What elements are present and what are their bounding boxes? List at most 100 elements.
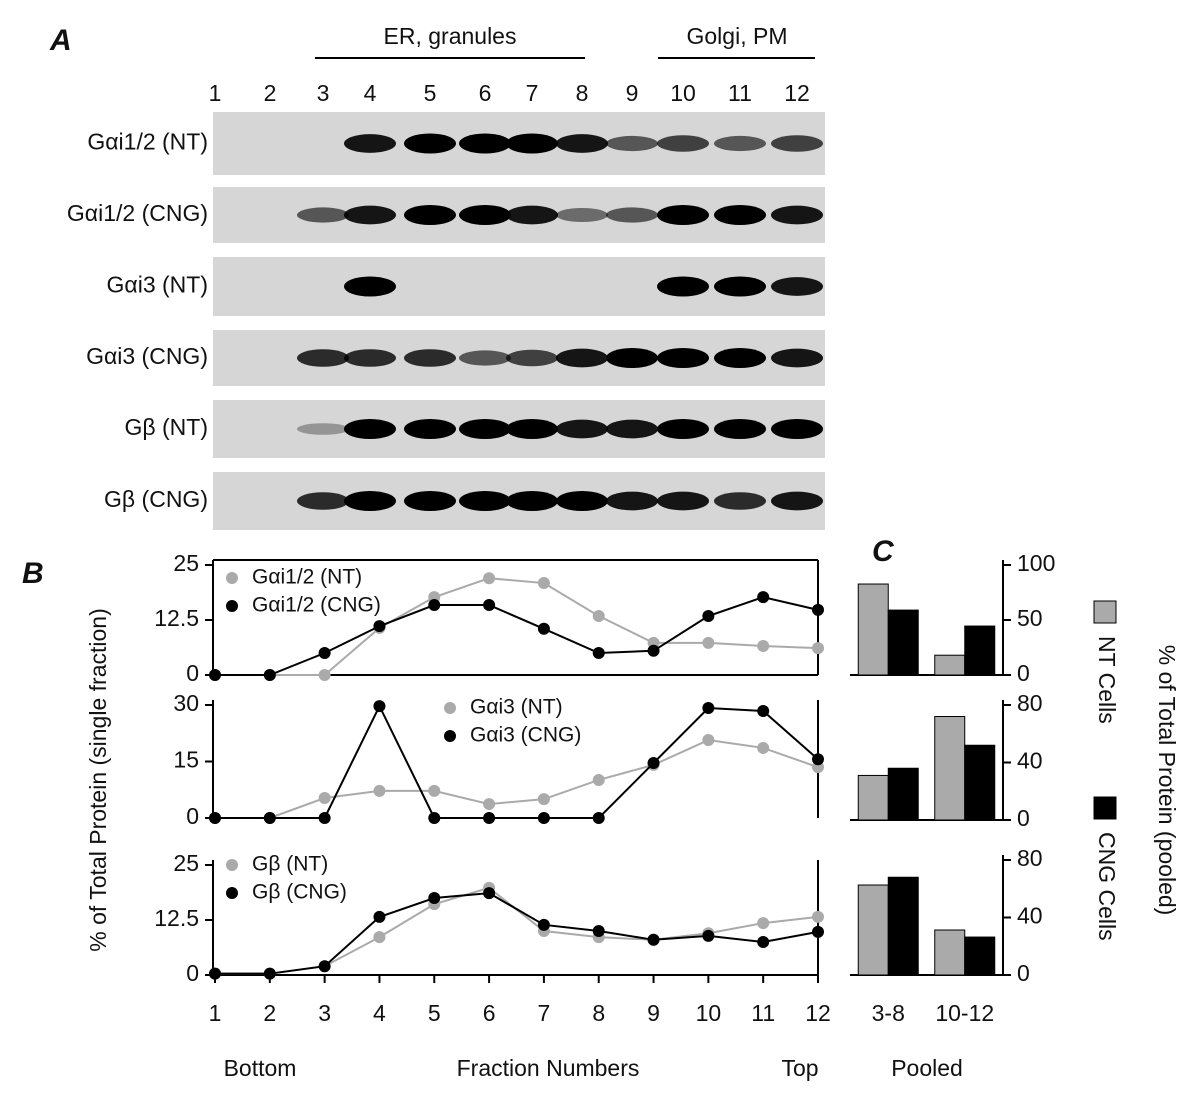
x-tick-label: 7 [538,1000,551,1026]
legend-marker [226,887,238,899]
point [702,734,715,747]
legend-marker [226,572,238,584]
y-tick-label: 0 [1017,960,1030,986]
point [757,591,770,604]
x-tick-label: 3-8 [872,1000,905,1026]
point [537,812,550,824]
y-tick-label: 100 [1017,550,1055,576]
bar [934,929,966,976]
point [812,642,824,655]
line [215,738,819,819]
point [318,647,331,659]
blot-band [506,133,558,154]
blot-band [714,348,766,368]
blot-band [297,207,349,223]
point [647,933,660,946]
bar [887,609,919,676]
blot-band [344,349,396,367]
legend-label: Gβ (NT) [252,853,328,876]
blot-band [714,492,766,510]
point [757,741,770,754]
group-label: ER, granules [384,23,517,49]
x-tick-label: 11 [751,1000,775,1026]
y-tick-label: 0 [1017,805,1030,831]
point [209,967,221,980]
lane-number: 6 [479,80,492,106]
legend-marker [1093,796,1117,820]
point [592,773,605,786]
point [483,798,496,811]
blot-band [606,491,658,511]
point [757,639,770,652]
lane-number: 1 [209,80,222,106]
lane-number: 5 [424,80,437,106]
blot-band [506,349,558,367]
blot-band [606,348,658,368]
blot-band [459,350,511,366]
axis-note: Top [781,1055,818,1081]
blot-band [771,419,823,439]
x-tick-label: 6 [483,1000,496,1026]
blot-band [657,491,709,511]
blot-band [459,205,511,225]
point [592,647,605,659]
point [373,620,386,633]
blot-band [606,207,658,223]
bar [857,884,889,976]
point [318,792,331,805]
blot-band [606,135,658,152]
blot-label: Gβ (CNG) [104,486,208,512]
blot-band [404,419,456,439]
y-tick-label: 0 [186,960,199,986]
legend-label: Gαi3 (CNG) [470,724,581,747]
y-axis-label: % of Total Protein (single fraction) [85,608,111,951]
blot-band [657,276,709,297]
blot-band [297,423,349,435]
x-tick-label: 9 [647,1000,660,1026]
point [812,910,824,923]
blot-label: Gαi1/2 (NT) [87,129,208,155]
y-tick-label: 0 [186,803,199,829]
blot-band [657,205,709,225]
blot-band [404,491,456,511]
y-tick-label: 0 [186,660,199,686]
line [215,577,819,676]
x-axis-label: Fraction Numbers [457,1055,640,1081]
panel-label: C [872,535,895,568]
blot-band [506,205,558,225]
blot-band [344,276,396,297]
point [592,925,605,937]
point [318,812,331,824]
lane-number: 10 [670,80,696,106]
point [647,757,660,770]
point [537,793,550,806]
point [812,603,824,616]
y-tick-label: 0 [1017,660,1030,686]
lane-number: 9 [626,80,639,106]
legend-label: Gαi1/2 (NT) [252,566,362,589]
point [428,784,441,797]
point [537,918,550,931]
y-tick-label: 15 [173,747,199,773]
point [428,599,441,612]
blot-band [297,492,349,510]
point [702,610,715,623]
group-label: Golgi, PM [687,23,788,49]
blot-label: Gβ (NT) [125,414,209,440]
point [428,812,441,824]
point [757,705,770,718]
point [483,887,496,900]
point [537,622,550,635]
panel-label: A [49,24,72,57]
point [702,636,715,649]
point [373,700,386,713]
x-tick-label: 12 [805,1000,831,1026]
blot-band [714,276,766,297]
bar [934,654,966,676]
y-tick-label: 12.5 [154,905,199,931]
x-tick-label: 2 [263,1000,276,1026]
x-tick-label: 10 [696,1000,722,1026]
blot-band [657,419,709,439]
blot-band [506,491,558,511]
